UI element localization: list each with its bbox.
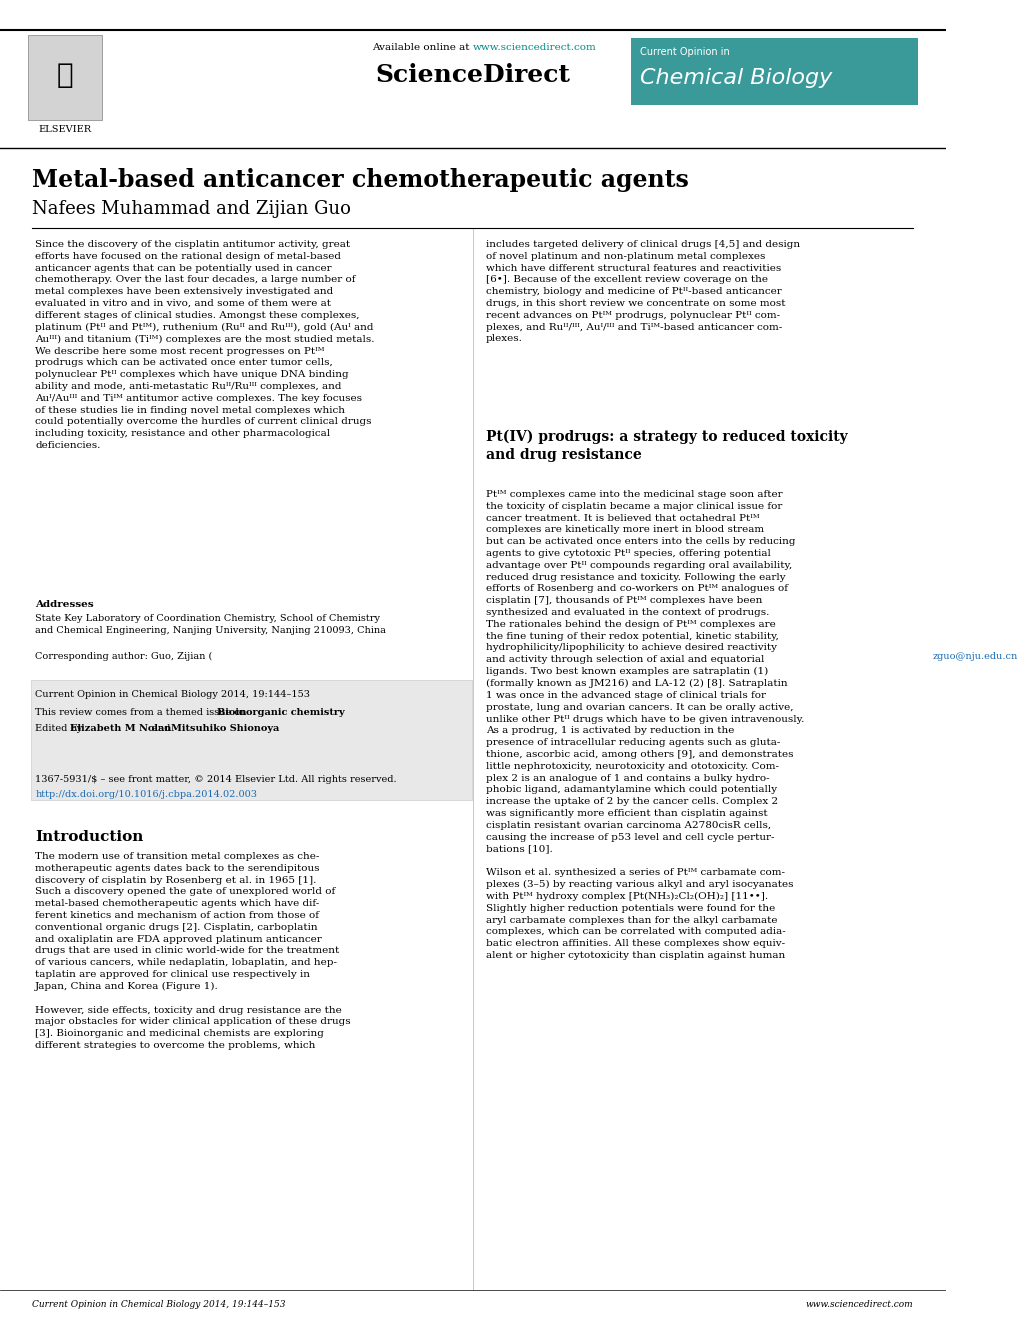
Text: www.sciencedirect.com: www.sciencedirect.com xyxy=(805,1301,912,1308)
Text: Nafees Muhammad and Zijian Guo: Nafees Muhammad and Zijian Guo xyxy=(33,200,351,218)
Text: includes targeted delivery of clinical drugs [4,5] and design
of novel platinum : includes targeted delivery of clinical d… xyxy=(485,239,799,344)
Text: Metal-based anticancer chemotherapeutic agents: Metal-based anticancer chemotherapeutic … xyxy=(33,168,689,192)
Text: Chemical Biology: Chemical Biology xyxy=(639,67,832,89)
Text: Current Opinion in: Current Opinion in xyxy=(639,48,729,57)
Bar xyxy=(28,34,102,120)
Text: Bioinorganic chemistry: Bioinorganic chemistry xyxy=(217,708,344,717)
Text: ELSEVIER: ELSEVIER xyxy=(39,126,92,135)
Text: http://dx.doi.org/10.1016/j.cbpa.2014.02.003: http://dx.doi.org/10.1016/j.cbpa.2014.02… xyxy=(36,790,257,799)
Text: Introduction: Introduction xyxy=(36,830,144,844)
Text: Available online at: Available online at xyxy=(372,44,473,53)
Text: 1367-5931/$ – see front matter, © 2014 Elsevier Ltd. All rights reserved.: 1367-5931/$ – see front matter, © 2014 E… xyxy=(36,775,396,785)
FancyBboxPatch shape xyxy=(31,680,472,800)
Text: Edited by: Edited by xyxy=(36,724,86,733)
Text: ScienceDirect: ScienceDirect xyxy=(375,64,570,87)
Text: Addresses: Addresses xyxy=(36,601,94,609)
Text: Current Opinion in Chemical Biology 2014, 19:144–153: Current Opinion in Chemical Biology 2014… xyxy=(36,691,310,699)
Text: The modern use of transition metal complexes as che-
motherapeutic agents dates : The modern use of transition metal compl… xyxy=(36,852,351,1050)
Text: Current Opinion in Chemical Biology 2014, 19:144–153: Current Opinion in Chemical Biology 2014… xyxy=(33,1301,285,1308)
Text: Since the discovery of the cisplatin antitumor activity, great
efforts have focu: Since the discovery of the cisplatin ant… xyxy=(36,239,374,450)
Text: Mitsuhiko Shionoya: Mitsuhiko Shionoya xyxy=(170,724,279,733)
Text: Ptᴵᴹ complexes came into the medicinal stage soon after
the toxicity of cisplati: Ptᴵᴹ complexes came into the medicinal s… xyxy=(485,490,803,960)
Text: Corresponding author: Guo, Zijian (: Corresponding author: Guo, Zijian ( xyxy=(36,652,212,662)
Text: This review comes from a themed issue on: This review comes from a themed issue on xyxy=(36,708,250,717)
Text: and: and xyxy=(149,724,173,733)
Text: 🌳: 🌳 xyxy=(56,61,73,89)
Text: State Key Laboratory of Coordination Chemistry, School of Chemistry
and Chemical: State Key Laboratory of Coordination Che… xyxy=(36,614,386,635)
Text: zguo@nju.edu.cn: zguo@nju.edu.cn xyxy=(931,652,1017,662)
Text: www.sciencedirect.com: www.sciencedirect.com xyxy=(473,44,596,53)
Text: Pt(IV) prodrugs: a strategy to reduced toxicity
and drug resistance: Pt(IV) prodrugs: a strategy to reduced t… xyxy=(485,430,847,462)
FancyBboxPatch shape xyxy=(630,38,917,105)
Text: Elizabeth M Nolan: Elizabeth M Nolan xyxy=(70,724,171,733)
